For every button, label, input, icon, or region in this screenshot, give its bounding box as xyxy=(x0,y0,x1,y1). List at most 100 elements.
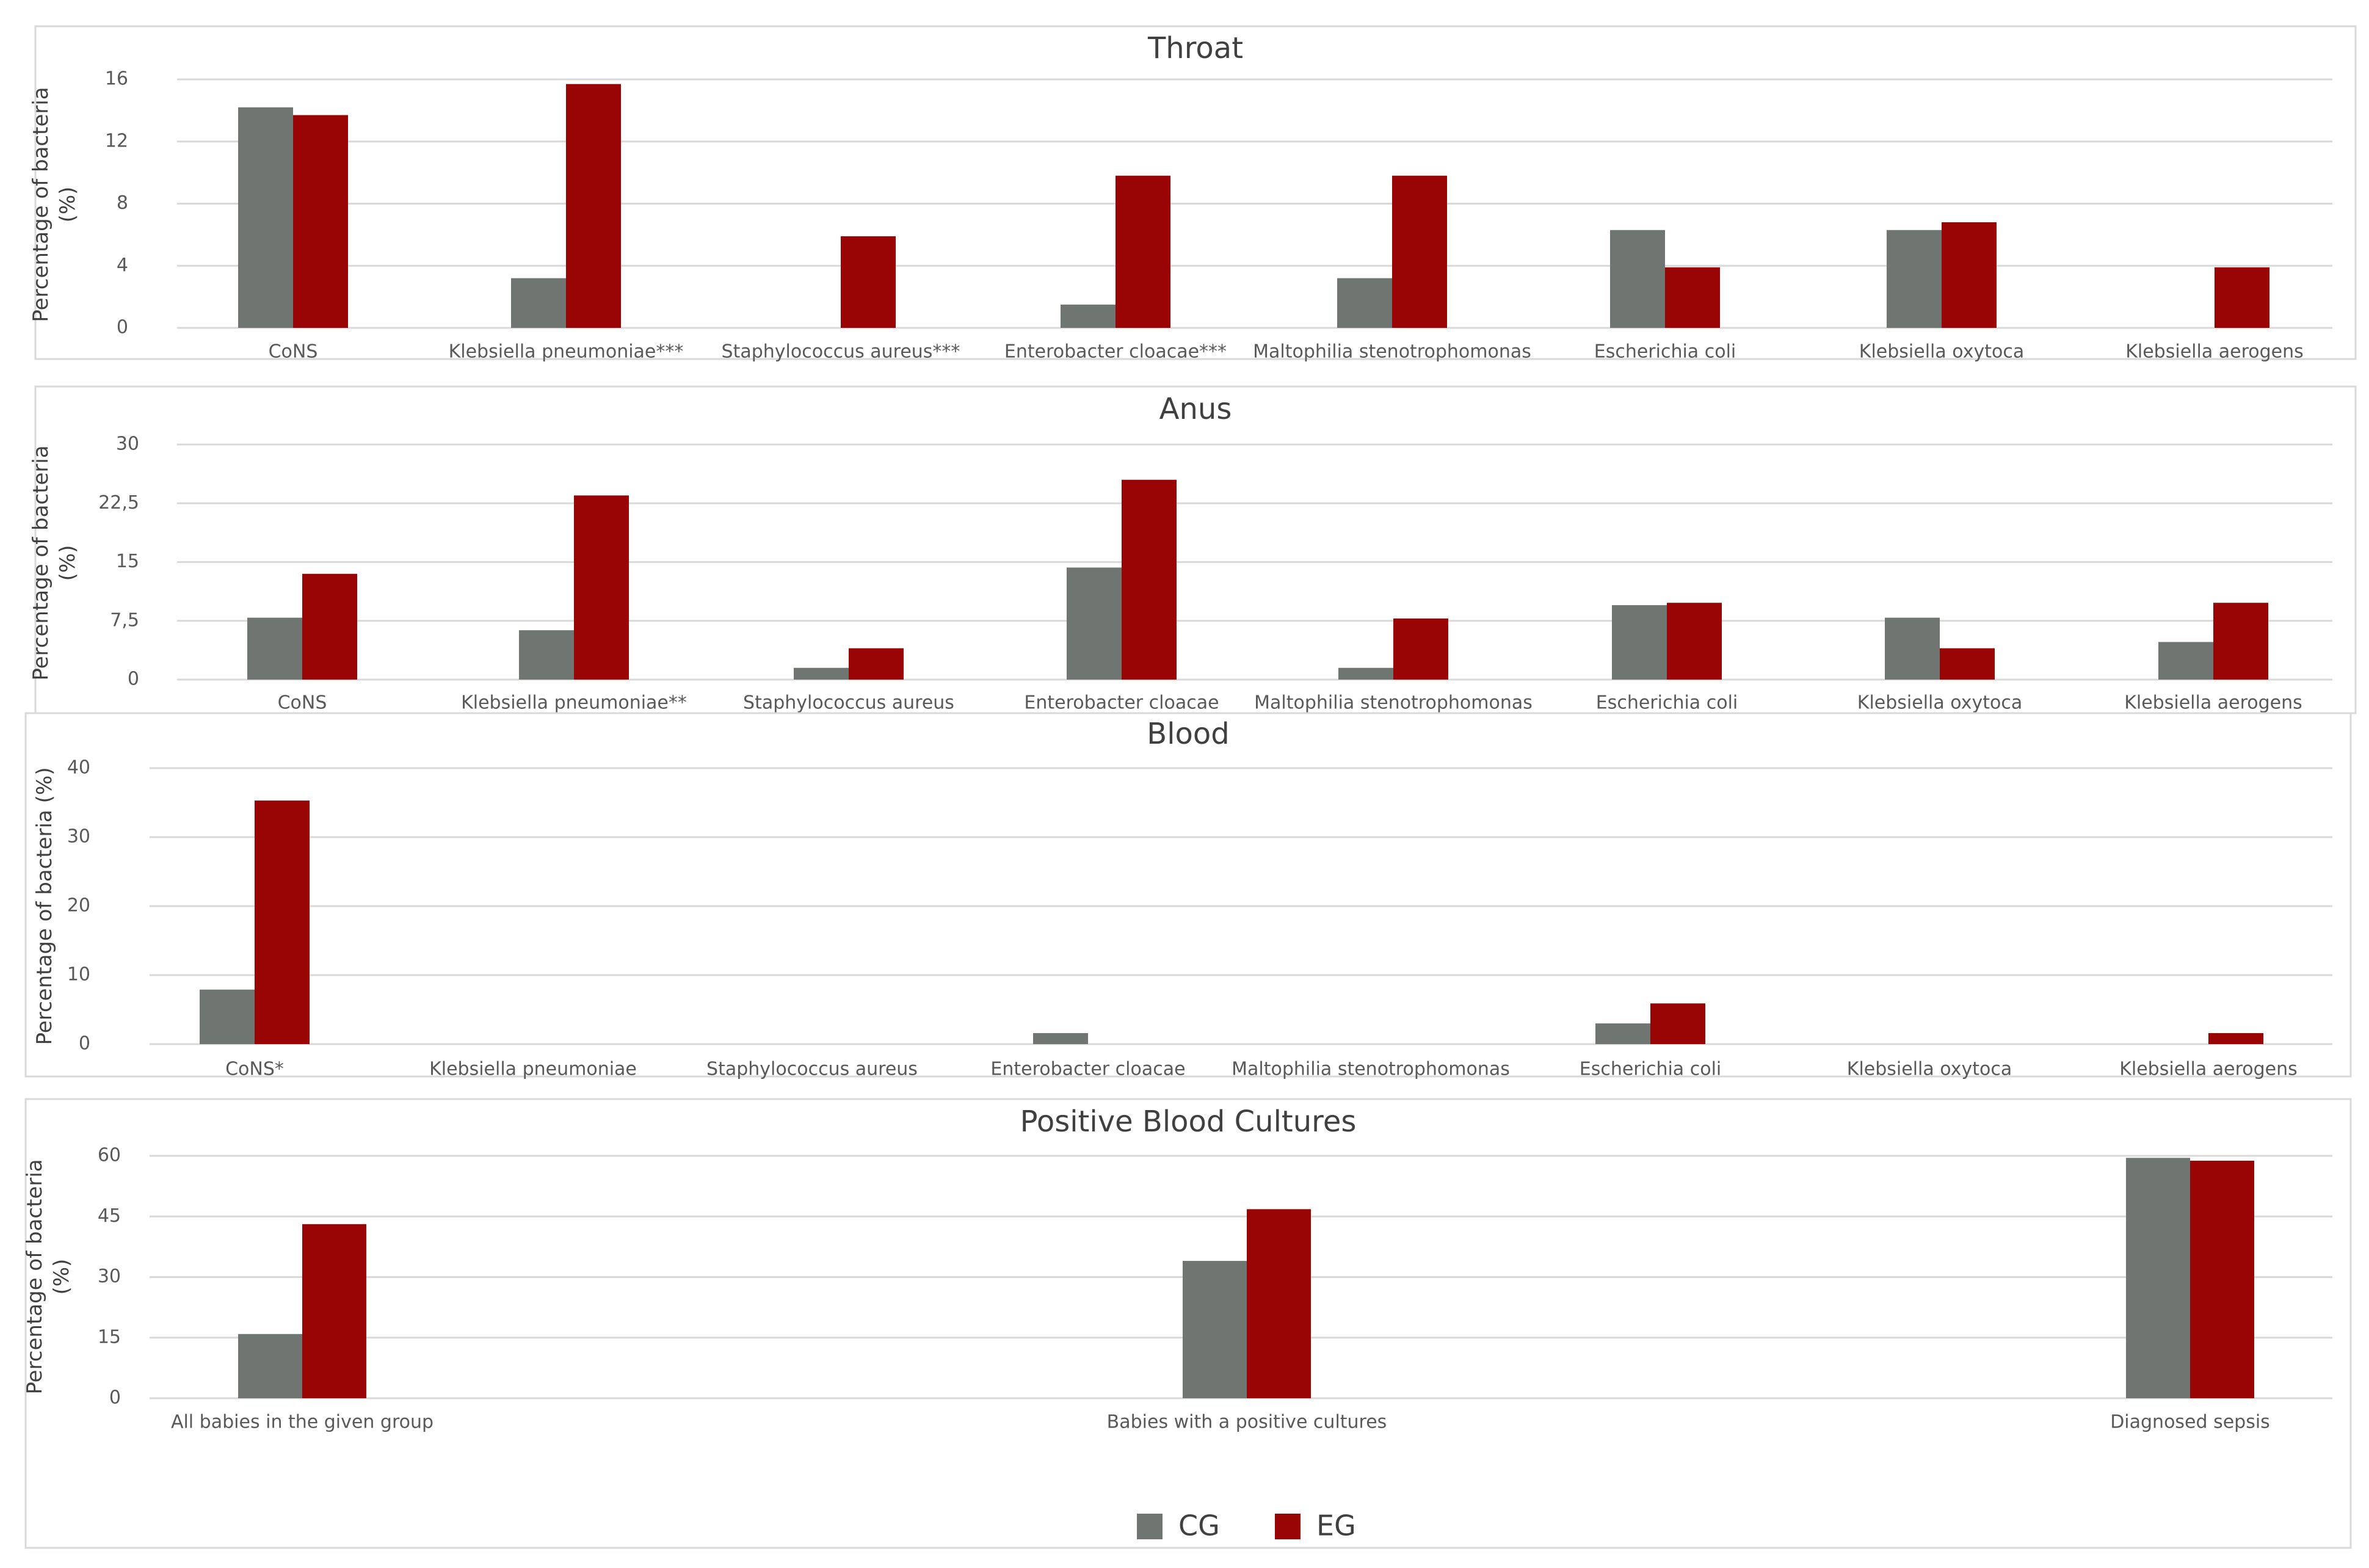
throat-category-label: Enterobacter cloacae*** xyxy=(1004,341,1227,363)
legend-eg-swatch xyxy=(1275,1514,1301,1539)
anus-ytick-label: 0 xyxy=(128,669,139,690)
throat-bar-eg-cons xyxy=(293,115,348,328)
throat-bar-cg-escherichia-coli xyxy=(1610,230,1665,328)
throat-category-label: Escherichia coli xyxy=(1594,341,1736,363)
throat-title: Throat xyxy=(1147,31,1243,65)
positive-blood-cultures-ytick-label: 45 xyxy=(98,1205,121,1227)
anus-bar-cg-escherichia-coli xyxy=(1612,605,1667,680)
blood-ytick-label: 30 xyxy=(67,826,90,848)
throat-y-axis-label: Percentage of bacteria (%) xyxy=(29,87,80,322)
positive-blood-cultures-ytick-label: 15 xyxy=(98,1326,121,1348)
blood-bar-eg-cons xyxy=(255,800,310,1044)
throat-frame xyxy=(34,25,2357,360)
positive-blood-cultures-bar-cg-babies-with-a-positive-cultures xyxy=(1183,1261,1247,1398)
throat-bar-eg-klebsiella-oxytoca xyxy=(1942,222,1997,328)
blood-ytick-label: 40 xyxy=(67,757,90,779)
throat-bar-eg-klebsiella-aerogens xyxy=(2215,267,2269,328)
anus-bar-cg-klebsiella-aerogens xyxy=(2158,642,2213,680)
legend-cg-swatch xyxy=(1137,1514,1163,1539)
blood-ytick-label: 10 xyxy=(67,964,90,985)
throat-bar-eg-enterobacter-cloacae xyxy=(1116,175,1170,328)
blood-bar-cg-escherichia-coli xyxy=(1595,1023,1650,1044)
anus-category-label: Klebsiella pneumoniae** xyxy=(461,692,687,714)
positive-blood-cultures-bar-cg-diagnosed-sepsis xyxy=(2126,1158,2190,1398)
anus-category-label: Klebsiella oxytoca xyxy=(1857,692,2022,714)
throat-category-label: Klebsiella aerogens xyxy=(2125,341,2304,363)
legend: CG EG xyxy=(1137,1509,1356,1542)
throat-bar-eg-staphylococcus-aureus xyxy=(841,236,896,328)
throat-category-label: Maltophilia stenotrophomonas xyxy=(1253,341,1531,363)
anus-y-axis-label: Percentage of bacteria (%) xyxy=(29,445,80,680)
blood-category-label: CoNS* xyxy=(225,1059,284,1080)
throat-ytick-label: 8 xyxy=(117,192,128,214)
blood-bar-eg-klebsiella-aerogens xyxy=(2208,1033,2263,1044)
anus-category-label: CoNS xyxy=(278,692,327,714)
throat-ytick-label: 16 xyxy=(105,68,128,90)
anus-bar-eg-cons xyxy=(302,573,357,680)
blood-bar-cg-cons xyxy=(200,989,255,1044)
throat-category-label: Klebsiella pneumoniae*** xyxy=(449,341,684,363)
blood-title: Blood xyxy=(1147,717,1229,751)
blood-category-label: Maltophilia stenotrophomonas xyxy=(1232,1059,1510,1080)
throat-bar-eg-escherichia-coli xyxy=(1665,267,1720,328)
anus-bar-eg-enterobacter-cloacae xyxy=(1122,479,1177,680)
positive-blood-cultures-bar-cg-all-babies-in-the-given-group xyxy=(238,1334,302,1398)
anus-ytick-label: 30 xyxy=(116,434,139,455)
positive-blood-cultures-y-axis-label: Percentage of bacteria (%) xyxy=(23,1159,74,1394)
anus-bar-eg-klebsiella-oxytoca xyxy=(1940,648,1995,680)
throat-ytick-label: 12 xyxy=(105,130,128,151)
anus-title: Anus xyxy=(1159,392,1232,426)
throat-bar-eg-maltophilia-stenotrophomonas xyxy=(1392,175,1447,328)
anus-ytick-label: 15 xyxy=(116,551,139,572)
anus-category-label: Escherichia coli xyxy=(1596,692,1738,714)
positive-blood-cultures-category-label: Diagnosed sepsis xyxy=(2110,1412,2270,1433)
blood-category-label: Klebsiella aerogens xyxy=(2119,1059,2298,1080)
throat-bar-cg-enterobacter-cloacae xyxy=(1061,304,1116,328)
anus-bar-cg-staphylococcus-aureus xyxy=(794,667,849,680)
anus-frame xyxy=(34,385,2357,714)
positive-blood-cultures-title: Positive Blood Cultures xyxy=(1020,1105,1357,1139)
legend-cg-label: CG xyxy=(1178,1509,1220,1542)
anus-bar-eg-staphylococcus-aureus xyxy=(849,648,904,680)
anus-category-label: Maltophilia stenotrophomonas xyxy=(1254,692,1533,714)
anus-category-label: Klebsiella aerogens xyxy=(2124,692,2302,714)
throat-ytick-label: 4 xyxy=(117,255,128,276)
positive-blood-cultures-category-label: Babies with a positive cultures xyxy=(1107,1412,1387,1433)
anus-bar-eg-escherichia-coli xyxy=(1667,603,1722,680)
blood-ytick-label: 20 xyxy=(67,895,90,916)
positive-blood-cultures-ytick-label: 0 xyxy=(109,1387,121,1409)
anus-category-label: Staphylococcus aureus xyxy=(743,692,954,714)
positive-blood-cultures-bar-eg-babies-with-a-positive-cultures xyxy=(1247,1209,1311,1398)
anus-bar-cg-cons xyxy=(247,617,302,680)
anus-bar-cg-enterobacter-cloacae xyxy=(1067,567,1122,680)
throat-bar-cg-cons xyxy=(238,107,293,328)
anus-bar-cg-maltophilia-stenotrophomonas xyxy=(1338,667,1393,680)
positive-blood-cultures-ytick-label: 30 xyxy=(98,1266,121,1287)
blood-category-label: Escherichia coli xyxy=(1580,1059,1722,1080)
anus-bar-eg-klebsiella-pneumoniae xyxy=(574,495,629,680)
blood-bar-eg-escherichia-coli xyxy=(1650,1003,1705,1044)
blood-ytick-label: 0 xyxy=(79,1033,90,1054)
positive-blood-cultures-ytick-label: 60 xyxy=(98,1145,121,1166)
throat-bar-cg-klebsiella-oxytoca xyxy=(1887,230,1942,328)
throat-chart: Throat 0 4 8 12 16 Percentage of bacteria (%) Co… xyxy=(29,25,2357,363)
positive-blood-cultures-chart: Positive Blood Cultures 0 15 30 45 60 Percenta… xyxy=(23,1098,2352,1549)
blood-category-label: Klebsiella pneumoniae xyxy=(429,1059,637,1080)
anus-bar-cg-klebsiella-oxytoca xyxy=(1885,617,1940,680)
positive-blood-cultures-bar-eg-all-babies-in-the-given-group xyxy=(302,1224,366,1398)
blood-category-label: Klebsiella oxytoca xyxy=(1847,1059,2012,1080)
anus-ytick-label: 22,5 xyxy=(98,492,139,514)
throat-bar-eg-klebsiella-pneumoniae xyxy=(566,84,621,328)
anus-bar-eg-maltophilia-stenotrophomonas xyxy=(1393,618,1448,680)
throat-category-label: Staphylococcus aureus*** xyxy=(722,341,960,363)
positive-blood-cultures-bar-eg-diagnosed-sepsis xyxy=(2190,1160,2254,1398)
throat-bar-cg-klebsiella-pneumoniae xyxy=(511,278,566,328)
blood-category-label: Staphylococcus aureus xyxy=(706,1059,918,1080)
anus-bar-eg-klebsiella-aerogens xyxy=(2213,603,2268,680)
throat-ytick-label: 0 xyxy=(117,317,128,338)
positive-blood-cultures-category-label: All babies in the given group xyxy=(171,1412,434,1433)
blood-frame xyxy=(24,712,2352,1078)
blood-category-label: Enterobacter cloacae xyxy=(990,1059,1185,1080)
anus-category-label: Enterobacter cloacae xyxy=(1024,692,1219,714)
